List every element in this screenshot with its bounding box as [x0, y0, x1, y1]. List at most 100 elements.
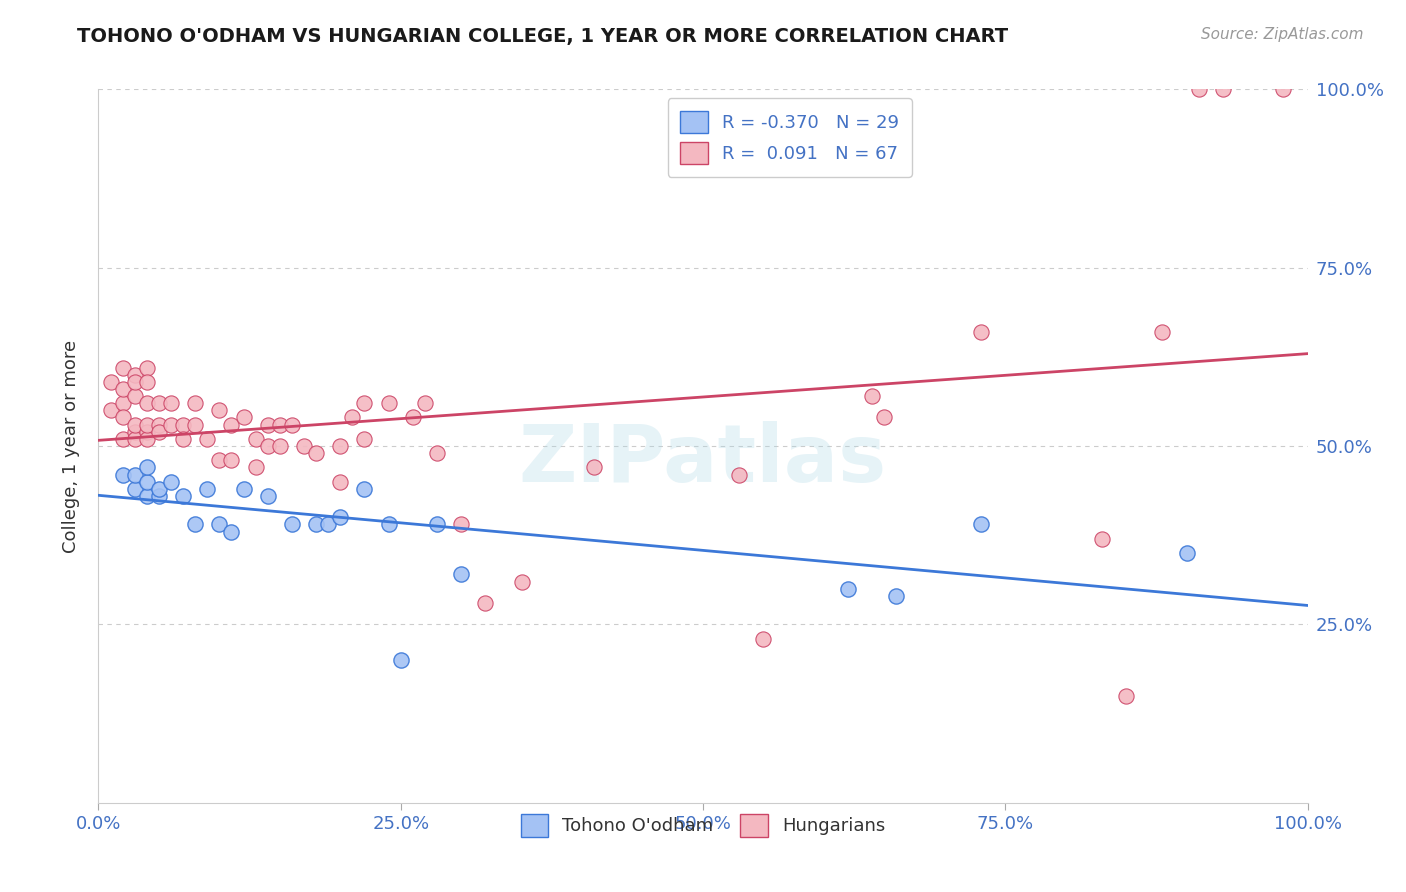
Point — [256, 489, 278, 503]
Point — [135, 375, 157, 389]
Point — [232, 410, 254, 425]
Point — [970, 517, 993, 532]
Point — [1188, 82, 1211, 96]
Point — [1212, 82, 1234, 96]
Point — [195, 482, 218, 496]
Point — [124, 389, 146, 403]
Point — [305, 446, 328, 460]
Point — [583, 460, 606, 475]
Point — [886, 589, 908, 603]
Point — [329, 510, 352, 524]
Point — [100, 375, 122, 389]
Point — [450, 567, 472, 582]
Point — [208, 517, 231, 532]
Point — [135, 417, 157, 432]
Point — [316, 517, 339, 532]
Point — [135, 460, 157, 475]
Point — [148, 489, 170, 503]
Point — [172, 432, 194, 446]
Point — [184, 417, 207, 432]
Point — [208, 453, 231, 467]
Point — [873, 410, 896, 425]
Point — [377, 517, 399, 532]
Point — [221, 417, 243, 432]
Point — [269, 417, 291, 432]
Point — [135, 396, 157, 410]
Point — [135, 489, 157, 503]
Text: TOHONO O'ODHAM VS HUNGARIAN COLLEGE, 1 YEAR OR MORE CORRELATION CHART: TOHONO O'ODHAM VS HUNGARIAN COLLEGE, 1 Y… — [77, 27, 1008, 45]
Point — [245, 432, 267, 446]
Point — [232, 482, 254, 496]
Point — [124, 368, 146, 382]
Point — [353, 432, 375, 446]
Point — [208, 403, 231, 417]
Point — [135, 432, 157, 446]
Point — [160, 396, 183, 410]
Point — [111, 410, 134, 425]
Point — [100, 403, 122, 417]
Point — [184, 517, 207, 532]
Point — [474, 596, 496, 610]
Y-axis label: College, 1 year or more: College, 1 year or more — [62, 340, 80, 552]
Point — [1091, 532, 1114, 546]
Point — [124, 425, 146, 439]
Point — [329, 475, 352, 489]
Point — [450, 517, 472, 532]
Point — [281, 517, 304, 532]
Point — [269, 439, 291, 453]
Point — [184, 396, 207, 410]
Point — [111, 382, 134, 396]
Point — [111, 432, 134, 446]
Point — [353, 396, 375, 410]
Point — [172, 489, 194, 503]
Point — [124, 482, 146, 496]
Point — [1152, 325, 1174, 339]
Point — [221, 453, 243, 467]
Point — [353, 482, 375, 496]
Point — [148, 417, 170, 432]
Point — [135, 475, 157, 489]
Point — [402, 410, 425, 425]
Point — [342, 410, 364, 425]
Point — [124, 375, 146, 389]
Point — [135, 360, 157, 375]
Point — [281, 417, 304, 432]
Point — [377, 396, 399, 410]
Point — [426, 446, 449, 460]
Point — [426, 517, 449, 532]
Legend: Tohono O'odham, Hungarians: Tohono O'odham, Hungarians — [513, 807, 893, 844]
Point — [160, 417, 183, 432]
Text: Source: ZipAtlas.com: Source: ZipAtlas.com — [1201, 27, 1364, 42]
Point — [148, 396, 170, 410]
Point — [135, 425, 157, 439]
Point — [124, 417, 146, 432]
Point — [195, 432, 218, 446]
Point — [728, 467, 751, 482]
Point — [413, 396, 436, 410]
Point — [305, 517, 328, 532]
Point — [111, 467, 134, 482]
Point — [245, 460, 267, 475]
Point — [1115, 689, 1137, 703]
Point — [256, 417, 278, 432]
Point — [172, 417, 194, 432]
Point — [124, 467, 146, 482]
Point — [160, 475, 183, 489]
Point — [970, 325, 993, 339]
Point — [124, 432, 146, 446]
Point — [837, 582, 859, 596]
Point — [221, 524, 243, 539]
Point — [510, 574, 533, 589]
Point — [148, 425, 170, 439]
Point — [389, 653, 412, 667]
Point — [1272, 82, 1295, 96]
Point — [860, 389, 883, 403]
Text: ZIPatlas: ZIPatlas — [519, 421, 887, 500]
Point — [329, 439, 352, 453]
Point — [256, 439, 278, 453]
Point — [292, 439, 315, 453]
Point — [111, 360, 134, 375]
Point — [752, 632, 775, 646]
Point — [1175, 546, 1198, 560]
Point — [111, 396, 134, 410]
